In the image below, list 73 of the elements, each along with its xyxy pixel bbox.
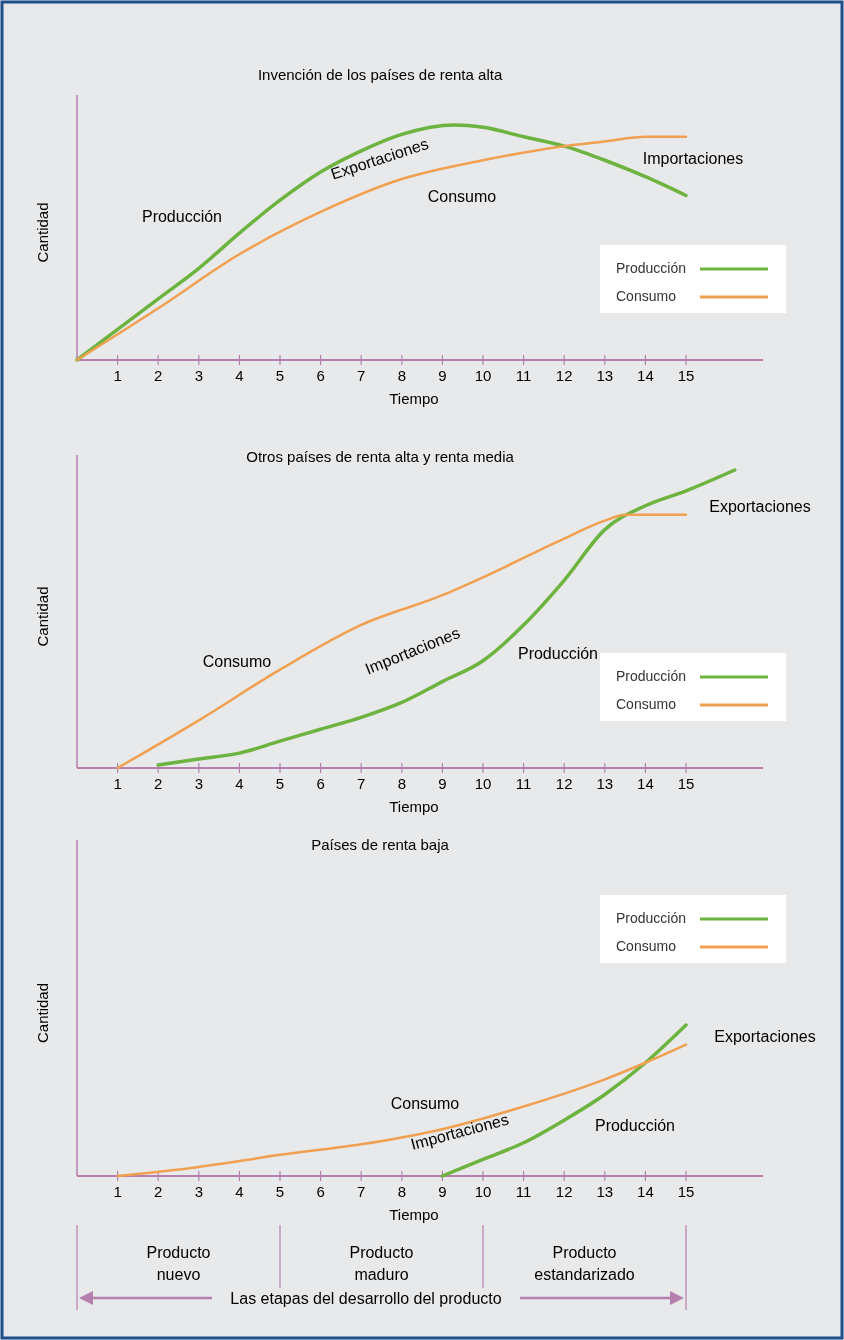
x-tick-label: 12 xyxy=(555,775,573,792)
x-tick-label: 4 xyxy=(235,367,244,384)
x-tick-label: 14 xyxy=(637,775,654,792)
y-axis-title: Cantidad xyxy=(34,586,51,647)
x-tick-label: 4 xyxy=(235,1183,244,1200)
x-tick-label: 1 xyxy=(113,1183,122,1200)
x-tick-label: 5 xyxy=(275,775,285,792)
x-axis-title: Tiempo xyxy=(389,390,439,407)
x-tick-label: 8 xyxy=(397,367,406,384)
x-axis-title: Tiempo xyxy=(389,1206,439,1223)
x-tick-label: 6 xyxy=(316,367,325,384)
text: Las etapas del desarrollo del producto xyxy=(230,1290,502,1307)
legend-label: Producción xyxy=(616,667,687,684)
x-tick-label: 13 xyxy=(596,1183,614,1200)
x-tick-label: 10 xyxy=(474,367,492,384)
x-tick-label: 1 xyxy=(113,367,122,384)
x-tick-label: 7 xyxy=(357,367,366,384)
x-tick-label: 5 xyxy=(275,367,285,384)
text: Producto nuevo xyxy=(146,1244,211,1283)
x-tick-label: 13 xyxy=(596,775,614,792)
x-tick-label: 2 xyxy=(154,1183,163,1200)
x-tick-label: 8 xyxy=(397,775,406,792)
annotation: Importaciones xyxy=(642,150,744,168)
annotation: Exportaciones xyxy=(709,498,811,516)
legend-label: Consumo xyxy=(616,695,677,712)
x-tick-label: 11 xyxy=(515,367,532,384)
x-tick-label: 3 xyxy=(194,1183,203,1200)
x-tick-label: 11 xyxy=(515,775,532,792)
chart-title: Otros países de renta alta y renta media xyxy=(246,448,515,465)
text: Producto estandarizado xyxy=(534,1244,635,1283)
legend-label: Producción xyxy=(616,909,687,926)
chart-title: Países de renta baja xyxy=(311,836,450,853)
x-tick-label: 9 xyxy=(438,775,447,792)
x-tick-label: 2 xyxy=(154,367,163,384)
x-tick-label: 2 xyxy=(154,775,163,792)
x-tick-label: 12 xyxy=(555,367,573,384)
x-tick-label: 10 xyxy=(474,1183,492,1200)
annotation: Consumo xyxy=(202,653,272,671)
x-tick-label: 5 xyxy=(275,1183,285,1200)
y-axis-title: Cantidad xyxy=(34,202,51,263)
chart-title: Invención de los países de renta alta xyxy=(257,66,503,83)
x-tick-label: 15 xyxy=(677,775,695,792)
x-tick-label: 7 xyxy=(357,775,366,792)
x-tick-label: 6 xyxy=(316,775,325,792)
x-tick-label: 11 xyxy=(515,1183,532,1200)
annotation: Producción xyxy=(141,208,223,226)
x-tick-label: 3 xyxy=(194,775,203,792)
x-tick-label: 7 xyxy=(357,1183,366,1200)
x-tick-label: 9 xyxy=(438,367,447,384)
x-tick-label: 14 xyxy=(637,367,654,384)
x-tick-label: 15 xyxy=(677,367,695,384)
annotation: Producción xyxy=(594,1117,676,1135)
annotation: Exportaciones xyxy=(714,1028,816,1046)
x-tick-label: 12 xyxy=(555,1183,573,1200)
annotation: Consumo xyxy=(390,1095,460,1113)
y-axis-title: Cantidad xyxy=(34,982,51,1044)
annotation: Consumo xyxy=(427,188,497,206)
x-tick-label: 13 xyxy=(596,367,614,384)
x-tick-label: 10 xyxy=(474,775,492,792)
legend-label: Consumo xyxy=(616,287,677,304)
x-tick-label: 1 xyxy=(113,775,122,792)
x-tick-label: 8 xyxy=(397,1183,406,1200)
x-tick-label: 4 xyxy=(235,775,244,792)
x-axis-title: Tiempo xyxy=(389,798,439,815)
annotation: Producción xyxy=(517,645,599,663)
x-tick-label: 14 xyxy=(637,1183,654,1200)
x-tick-label: 3 xyxy=(194,367,203,384)
x-tick-label: 9 xyxy=(438,1183,447,1200)
text: Producto maduro xyxy=(349,1244,414,1283)
legend-label: Consumo xyxy=(616,937,677,954)
legend-label: Producción xyxy=(616,259,687,276)
x-tick-label: 15 xyxy=(677,1183,695,1200)
x-tick-label: 6 xyxy=(316,1183,325,1200)
